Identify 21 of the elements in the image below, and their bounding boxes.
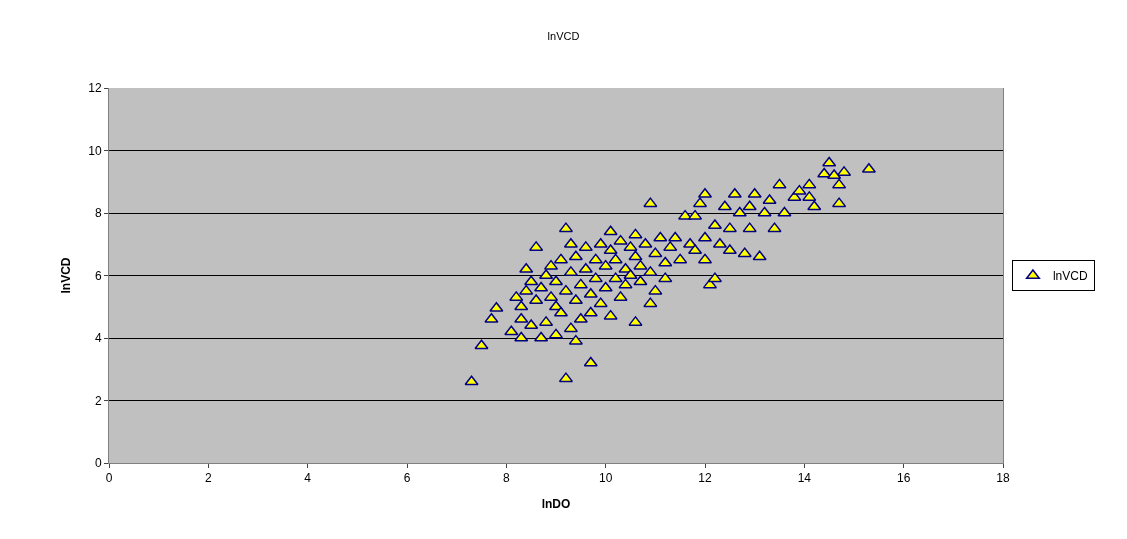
x-tick-label: 8 <box>502 471 510 486</box>
chart-title: lnVCD <box>547 30 580 43</box>
x-tick-label: 2 <box>204 471 212 486</box>
x-tick-label: 12 <box>698 471 712 486</box>
y-tick-label: 6 <box>94 268 102 283</box>
y-axis-title: lnVCD <box>58 257 73 294</box>
x-tick-label: 4 <box>304 471 312 486</box>
y-tick-label: 10 <box>88 143 102 158</box>
x-tick-label: 6 <box>403 471 411 486</box>
x-tick-label: 10 <box>598 471 613 486</box>
y-tick-label: 0 <box>94 456 102 471</box>
x-tick-label: 14 <box>797 471 812 486</box>
x-tick-label: 0 <box>105 471 113 486</box>
x-tick-label: 16 <box>896 471 911 486</box>
y-tick-label: 4 <box>94 331 102 346</box>
x-tick-label: 18 <box>996 471 1010 486</box>
y-tick-label: 2 <box>94 393 102 408</box>
x-axis-title: lnDO <box>541 497 571 512</box>
legend-label: lnVCD <box>1052 269 1088 284</box>
y-tick-label: 12 <box>88 81 102 96</box>
y-tick-label: 8 <box>94 206 102 221</box>
